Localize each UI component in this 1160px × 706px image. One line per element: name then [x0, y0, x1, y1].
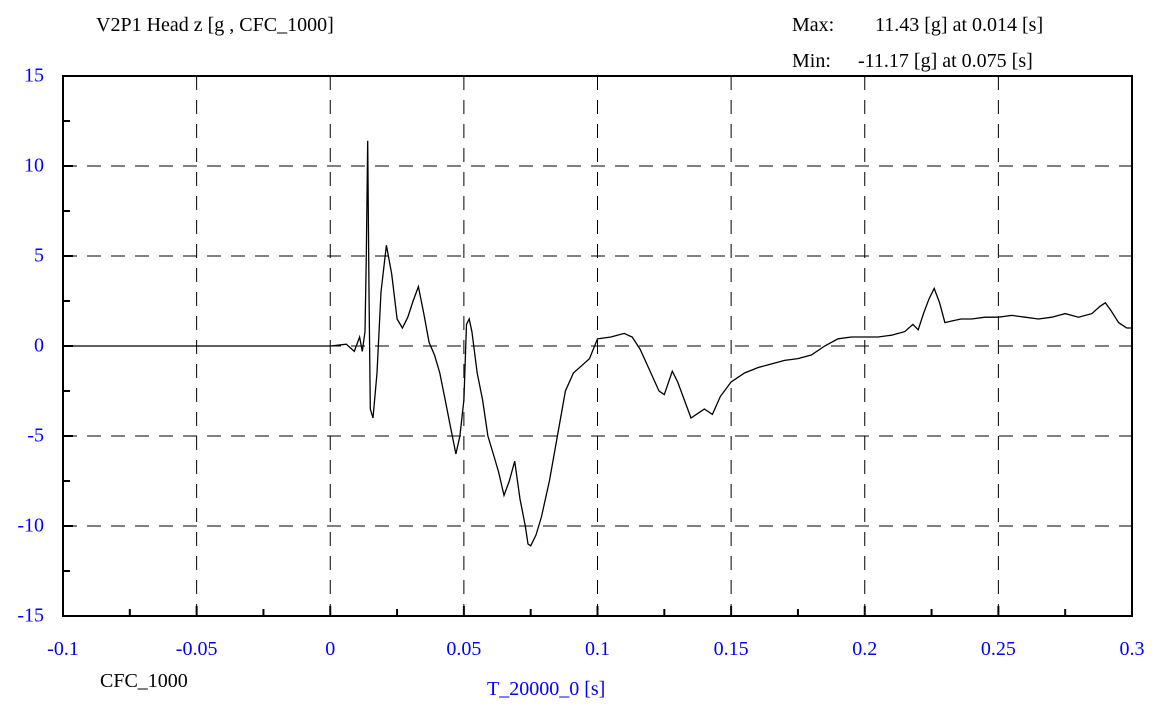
x-tick-label: 0.1 [585, 638, 610, 660]
x-tick-label: -0.05 [175, 638, 218, 660]
y-tick-label: -10 [17, 514, 44, 537]
y-tick-label: -5 [27, 424, 44, 447]
min-value: -11.17 [g] at 0.075 [s] [858, 50, 1033, 72]
x-tick-label: -0.1 [47, 638, 79, 660]
min-label: Min: [792, 50, 831, 72]
x-tick-label: 0.25 [980, 638, 1016, 660]
x-tick-label: 0.05 [446, 638, 482, 660]
x-tick-label: 0.3 [1119, 638, 1145, 660]
max-value: 11.43 [g] at 0.014 [s] [875, 14, 1044, 36]
x-tick-label: 0 [325, 638, 336, 660]
x-tick-label: 0.15 [713, 638, 749, 660]
y-tick-label: 0 [34, 334, 44, 357]
x-tick-label: 0.2 [852, 638, 878, 660]
x-axis-label: T_20000_0 [s] [487, 678, 606, 700]
filter-label: CFC_1000 [100, 670, 188, 692]
data-series-line [63, 140, 1132, 547]
chart-title: V2P1 Head z [g , CFC_1000] [96, 14, 334, 36]
y-tick-label: -15 [17, 604, 44, 627]
y-tick-label: 5 [34, 244, 44, 267]
y-tick-label: 15 [24, 64, 44, 87]
y-tick-label: 10 [24, 154, 44, 177]
max-label: Max: [792, 14, 835, 36]
